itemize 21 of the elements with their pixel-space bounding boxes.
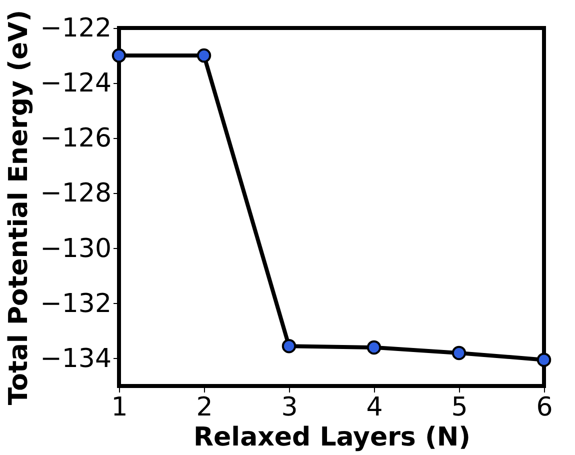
y-tick-label: −122 <box>40 14 112 44</box>
y-tick-label: −134 <box>40 344 112 374</box>
x-tick-label: 6 <box>536 392 553 422</box>
y-tick-label: −124 <box>40 68 112 99</box>
point <box>366 340 382 355</box>
point <box>196 48 212 63</box>
x-axis-title: Relaxed Layers (N) <box>194 422 470 452</box>
y-tick-label: −128 <box>40 178 112 209</box>
y-tick-label: −130 <box>40 234 112 264</box>
x-tick-label: 4 <box>366 392 383 422</box>
x-tick-label: 2 <box>196 392 213 422</box>
x-tick-label: 5 <box>451 392 468 422</box>
x-tick-label: 1 <box>111 392 128 422</box>
x-tick-label: 3 <box>281 392 298 422</box>
point <box>536 352 552 367</box>
point <box>452 346 466 360</box>
y-tick-label: −132 <box>40 288 112 319</box>
point <box>112 48 126 63</box>
y-axis-title: Total Potential Energy (eV) <box>4 10 34 406</box>
point <box>282 338 296 354</box>
y-tick-label: −126 <box>40 124 112 154</box>
